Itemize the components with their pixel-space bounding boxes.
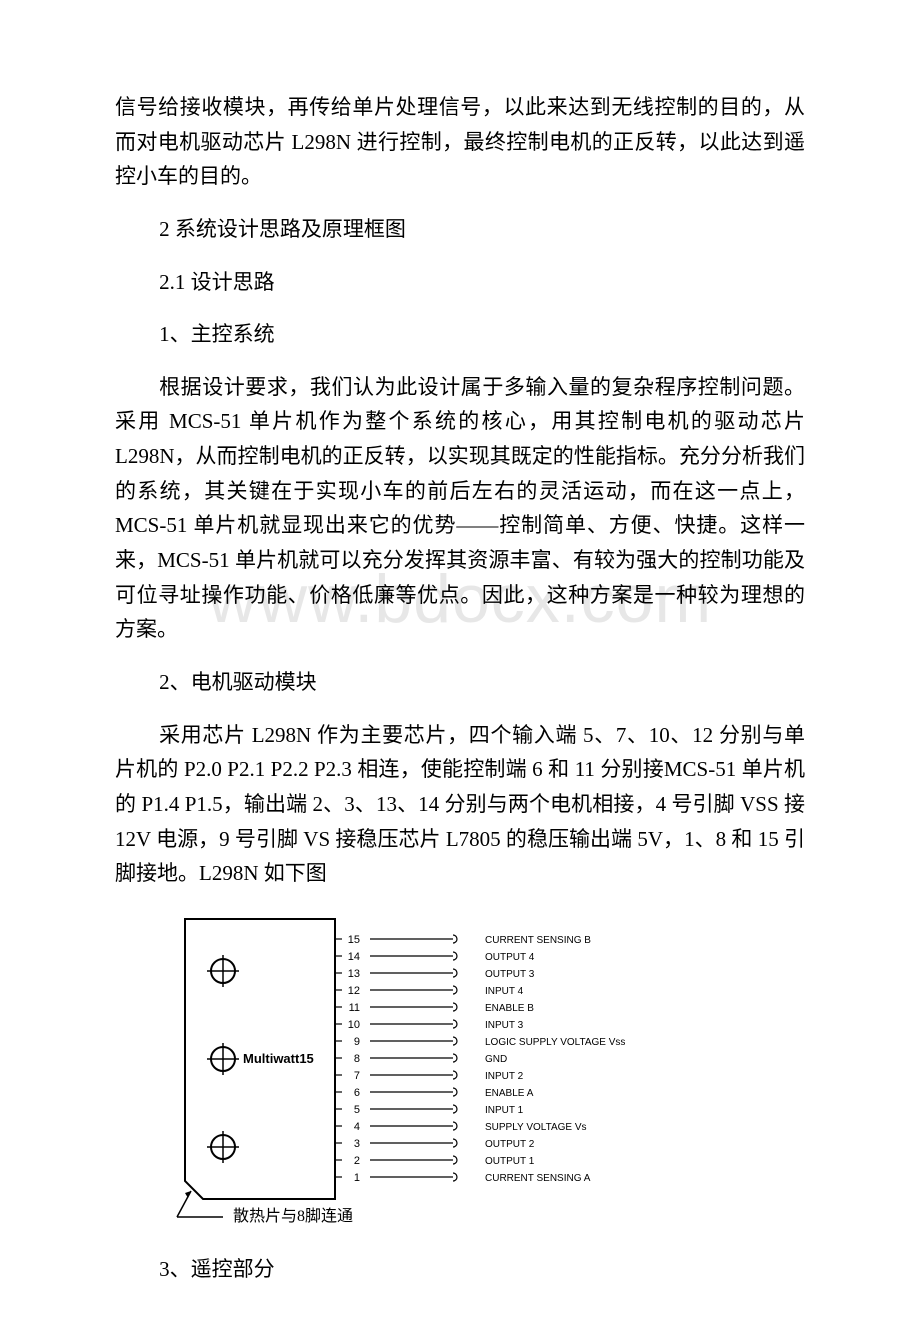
pin-number: 8 xyxy=(354,1053,360,1065)
pin-cap-icon xyxy=(453,1156,457,1164)
document-content: 信号给接收模块，再传给单片处理信号，以此来达到无线控制的目的，从而对电机驱动芯片… xyxy=(115,90,805,1286)
pin-number: 1 xyxy=(354,1172,360,1184)
pin-number: 15 xyxy=(348,934,360,946)
pin-cap-icon xyxy=(453,1003,457,1011)
paragraph-intro: 信号给接收模块，再传给单片处理信号，以此来达到无线控制的目的，从而对电机驱动芯片… xyxy=(115,90,805,194)
heading-section-2: 2 系统设计思路及原理框图 xyxy=(115,212,805,247)
chip-label: Multiwatt15 xyxy=(243,1051,314,1066)
pin-number: 10 xyxy=(348,1019,360,1031)
pin-label: CURRENT SENSING A xyxy=(485,1173,591,1184)
pin-label: LOGIC SUPPLY VOLTAGE Vss xyxy=(485,1037,625,1048)
chip-svg: Multiwatt1515CURRENT SENSING B14OUTPUT 4… xyxy=(175,909,655,1229)
pin-cap-icon xyxy=(453,1122,457,1130)
heading-remote-part: 3、遥控部分 xyxy=(115,1252,805,1287)
heading-motor-module: 2、电机驱动模块 xyxy=(115,665,805,700)
pin-label: CURRENT SENSING B xyxy=(485,935,591,946)
pin-label: INPUT 2 xyxy=(485,1071,524,1082)
pin-cap-icon xyxy=(453,1088,457,1096)
pin-label: OUTPUT 1 xyxy=(485,1156,535,1167)
pin-number: 6 xyxy=(354,1087,360,1099)
pin-number: 3 xyxy=(354,1138,360,1150)
pin-cap-icon xyxy=(453,1054,457,1062)
arrowhead-icon xyxy=(185,1191,191,1198)
pin-label: OUTPUT 4 xyxy=(485,952,535,963)
pin-cap-icon xyxy=(453,1105,457,1113)
pin-label: INPUT 3 xyxy=(485,1020,524,1031)
pin-label: OUTPUT 3 xyxy=(485,969,535,980)
pin-cap-icon xyxy=(453,1037,457,1045)
pin-number: 13 xyxy=(348,968,360,980)
pin-number: 14 xyxy=(348,951,360,963)
pin-label: GND xyxy=(485,1054,507,1065)
pin-label: INPUT 4 xyxy=(485,986,524,997)
heading-main-control: 1、主控系统 xyxy=(115,317,805,352)
pin-cap-icon xyxy=(453,1139,457,1147)
pin-cap-icon xyxy=(453,1020,457,1028)
pin-cap-icon xyxy=(453,1071,457,1079)
pin-number: 11 xyxy=(349,1002,360,1014)
pin-label: SUPPLY VOLTAGE Vs xyxy=(485,1122,587,1133)
pin-cap-icon xyxy=(453,986,457,994)
diagram-caption: 散热片与8脚连通 xyxy=(233,1207,353,1225)
pin-number: 5 xyxy=(354,1104,360,1116)
pin-label: ENABLE B xyxy=(485,1003,534,1014)
pin-number: 9 xyxy=(354,1036,360,1048)
pin-number: 4 xyxy=(354,1121,360,1133)
pin-number: 7 xyxy=(354,1070,360,1082)
pin-number: 2 xyxy=(354,1155,360,1167)
heading-section-2-1: 2.1 设计思路 xyxy=(115,265,805,300)
pin-cap-icon xyxy=(453,935,457,943)
paragraph-motor-module: 采用芯片 L298N 作为主要芯片，四个输入端 5、7、10、12 分别与单片机… xyxy=(115,718,805,891)
pin-cap-icon xyxy=(453,969,457,977)
pin-label: OUTPUT 2 xyxy=(485,1139,535,1150)
l298n-pinout-diagram: Multiwatt1515CURRENT SENSING B14OUTPUT 4… xyxy=(175,909,655,1234)
pin-label: INPUT 1 xyxy=(485,1105,524,1116)
paragraph-main-control: 根据设计要求，我们认为此设计属于多输入量的复杂程序控制问题。 采用 MCS-51… xyxy=(115,370,805,647)
pin-cap-icon xyxy=(453,1173,457,1181)
pin-label: ENABLE A xyxy=(485,1088,534,1099)
pin-number: 12 xyxy=(348,985,360,997)
pin-cap-icon xyxy=(453,952,457,960)
